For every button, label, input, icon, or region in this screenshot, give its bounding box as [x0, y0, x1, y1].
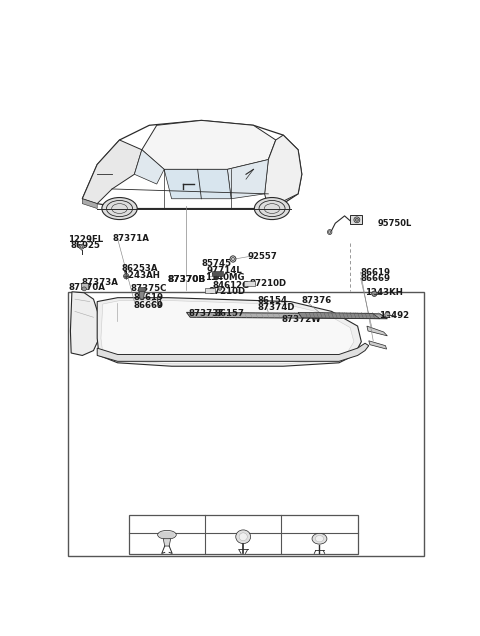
Text: 87370B: 87370B — [168, 275, 205, 284]
Bar — [68, 292, 424, 556]
Text: 97714L: 97714L — [206, 266, 242, 275]
Text: 87373F: 87373F — [188, 309, 224, 318]
Text: 87370B: 87370B — [168, 275, 205, 284]
Text: 87770A: 87770A — [68, 284, 105, 293]
Text: 1140MG: 1140MG — [205, 273, 245, 282]
Ellipse shape — [124, 273, 129, 279]
Bar — [244, 281, 254, 286]
Text: 87210D: 87210D — [250, 279, 287, 289]
Text: 1243AH: 1243AH — [122, 271, 160, 280]
Text: 12492: 12492 — [379, 311, 409, 320]
Text: 84612G: 84612G — [213, 281, 250, 291]
Text: 86669: 86669 — [360, 273, 391, 282]
Ellipse shape — [215, 276, 218, 280]
Polygon shape — [369, 341, 386, 349]
Ellipse shape — [230, 256, 236, 262]
Ellipse shape — [236, 530, 251, 544]
Polygon shape — [264, 135, 302, 209]
Bar — [350, 216, 362, 225]
Ellipse shape — [372, 291, 377, 296]
Text: 86925: 86925 — [71, 241, 100, 250]
Text: 86154: 86154 — [257, 296, 287, 305]
Polygon shape — [101, 301, 354, 364]
Ellipse shape — [102, 198, 137, 219]
Text: 87373A: 87373A — [82, 277, 119, 286]
Text: 87374D: 87374D — [257, 303, 295, 312]
Polygon shape — [97, 298, 361, 366]
Ellipse shape — [354, 217, 360, 223]
Ellipse shape — [82, 287, 86, 291]
Text: 95750L: 95750L — [378, 219, 412, 228]
Ellipse shape — [385, 312, 390, 317]
Ellipse shape — [254, 198, 290, 219]
Polygon shape — [142, 120, 276, 169]
Ellipse shape — [79, 244, 84, 249]
Bar — [129, 515, 358, 554]
Polygon shape — [186, 312, 387, 319]
Bar — [139, 287, 145, 291]
Polygon shape — [71, 292, 99, 356]
Text: 86669: 86669 — [133, 301, 164, 310]
Ellipse shape — [355, 218, 359, 221]
Polygon shape — [139, 290, 144, 299]
Text: 92552: 92552 — [228, 520, 258, 529]
Ellipse shape — [312, 534, 327, 544]
Text: 86157: 86157 — [215, 309, 244, 318]
Text: 87210D: 87210D — [208, 287, 245, 296]
Bar — [81, 283, 87, 289]
Polygon shape — [228, 160, 268, 198]
Polygon shape — [164, 169, 231, 198]
Text: 87376: 87376 — [302, 296, 332, 305]
Polygon shape — [157, 296, 161, 307]
Text: 87375C: 87375C — [131, 284, 167, 293]
Polygon shape — [367, 326, 387, 336]
Text: 92557: 92557 — [248, 252, 278, 261]
Polygon shape — [134, 150, 164, 184]
Polygon shape — [83, 140, 142, 204]
Ellipse shape — [327, 230, 332, 235]
Text: 86253A: 86253A — [121, 265, 158, 273]
Bar — [205, 288, 216, 293]
Ellipse shape — [218, 286, 222, 290]
Ellipse shape — [239, 533, 247, 541]
Text: 87372W: 87372W — [281, 315, 321, 324]
Text: 87371A: 87371A — [112, 235, 149, 244]
Text: 86619: 86619 — [360, 268, 391, 277]
Ellipse shape — [315, 536, 324, 542]
Polygon shape — [97, 343, 369, 361]
Text: 86619: 86619 — [133, 293, 164, 302]
Ellipse shape — [157, 530, 176, 539]
Text: 85316: 85316 — [152, 520, 182, 529]
Text: 82315B: 82315B — [301, 520, 337, 529]
Polygon shape — [163, 539, 171, 546]
Text: 1243KH: 1243KH — [365, 288, 403, 297]
Polygon shape — [298, 312, 380, 319]
Bar — [212, 271, 223, 275]
Polygon shape — [83, 198, 97, 209]
Text: 1229FL: 1229FL — [68, 235, 103, 244]
Text: 85745: 85745 — [202, 259, 231, 268]
